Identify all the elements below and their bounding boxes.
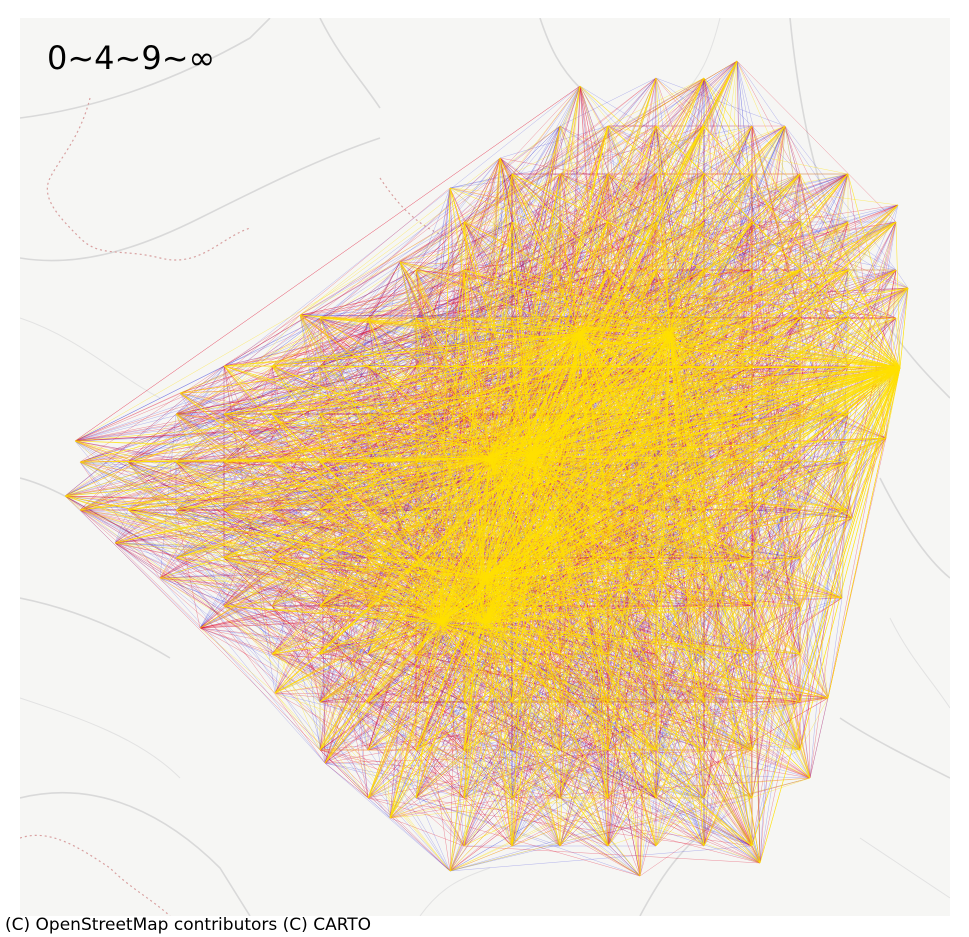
legend-label: 0~4~9~∞ [47, 39, 216, 77]
flow-lines-layer [64, 60, 909, 877]
map-attribution: (C) OpenStreetMap contributors (C) CARTO [5, 915, 372, 935]
map-canvas[interactable] [20, 18, 950, 916]
